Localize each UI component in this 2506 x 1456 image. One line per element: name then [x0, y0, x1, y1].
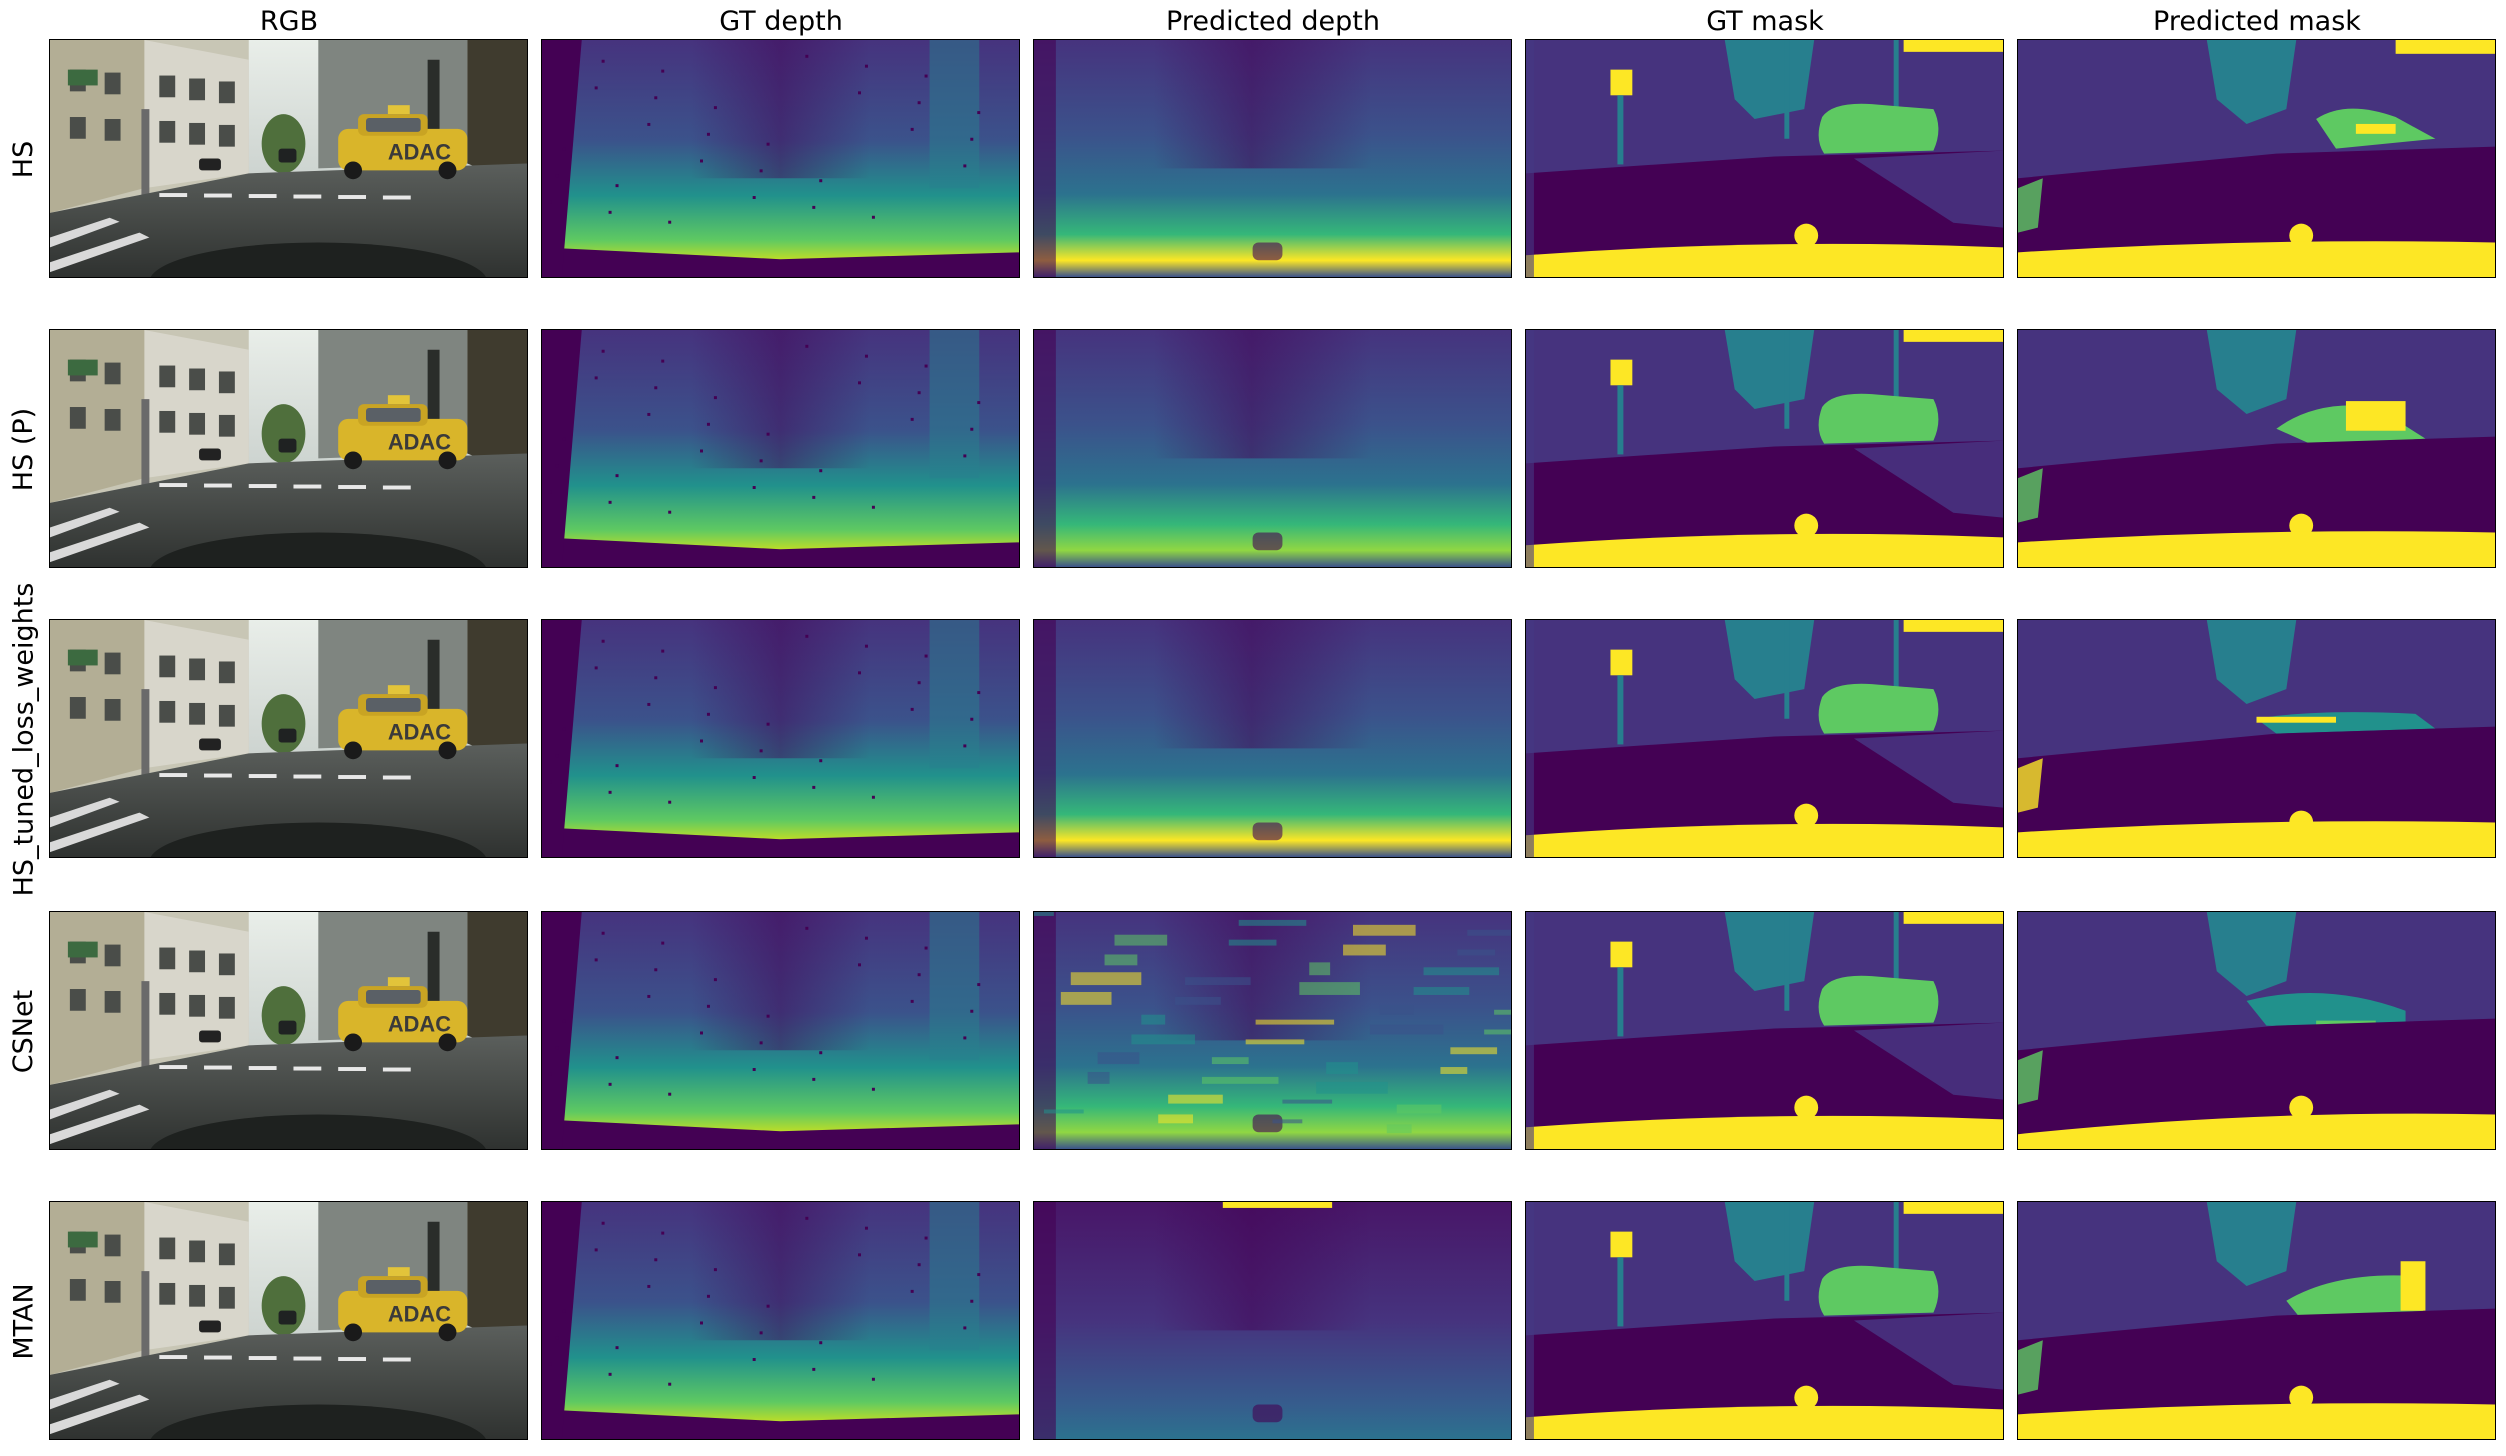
panel-csnet-rgb: ADAC: [49, 911, 528, 1150]
panel-mtan-gt-depth: [541, 1201, 1020, 1440]
panel-hs-p-predicted-depth: [1033, 329, 1512, 568]
row-label-hs-tuned-loss-weights: HS_tuned_loss_weights: [0, 619, 48, 859]
row-label-mtan: MTAN: [0, 1201, 48, 1441]
panel-hs-tuned-loss-weights-gt-depth: [541, 619, 1020, 858]
panel-hs-tuned-loss-weights-predicted-depth: [1033, 619, 1512, 858]
panel-hs-p-predicted-mask: [2017, 329, 2496, 568]
panel-csnet-gt-depth: [541, 911, 1020, 1150]
car-sign-text: ADAC: [388, 430, 451, 455]
panel-hs-gt-depth: [541, 39, 1020, 278]
panel-hs-gt-mask: [1525, 39, 2004, 278]
panel-mtan-rgb: ADAC: [49, 1201, 528, 1440]
car-sign-text: ADAC: [388, 1012, 451, 1037]
row-label-csnet: CSNet: [0, 911, 48, 1151]
col-title-gt-mask: GT mask: [1525, 4, 2005, 40]
col-title-rgb: RGB: [49, 4, 529, 40]
col-title-predicted-mask: Predicted mask: [2017, 4, 2497, 40]
panel-mtan-gt-mask: [1525, 1201, 2004, 1440]
panel-hs-tuned-loss-weights-rgb: ADAC: [49, 619, 528, 858]
panel-hs-predicted-depth: [1033, 39, 1512, 278]
panel-hs-predicted-mask: [2017, 39, 2496, 278]
panel-hs-p-gt-mask: [1525, 329, 2004, 568]
panel-hs-tuned-loss-weights-gt-mask: [1525, 619, 2004, 858]
panel-hs-tuned-loss-weights-predicted-mask: [2017, 619, 2496, 858]
car-sign-text: ADAC: [388, 720, 451, 745]
panel-hs-p-rgb: ADAC: [49, 329, 528, 568]
col-title-gt-depth: GT depth: [541, 4, 1021, 40]
panel-hs-p-gt-depth: [541, 329, 1020, 568]
panel-mtan-predicted-depth: [1033, 1201, 1512, 1440]
car-sign-text: ADAC: [388, 1302, 451, 1327]
panel-csnet-gt-mask: [1525, 911, 2004, 1150]
panel-hs-rgb: ADAC: [49, 39, 528, 278]
col-title-predicted-depth: Predicted depth: [1033, 4, 1513, 40]
panel-csnet-predicted-mask: [2017, 911, 2496, 1150]
panel-mtan-predicted-mask: [2017, 1201, 2496, 1440]
panel-csnet-predicted-depth: [1033, 911, 1512, 1150]
row-label-hs: HS: [0, 39, 48, 279]
car-sign-text: ADAC: [388, 140, 451, 165]
row-label-hs-p: HS (P): [0, 329, 48, 569]
